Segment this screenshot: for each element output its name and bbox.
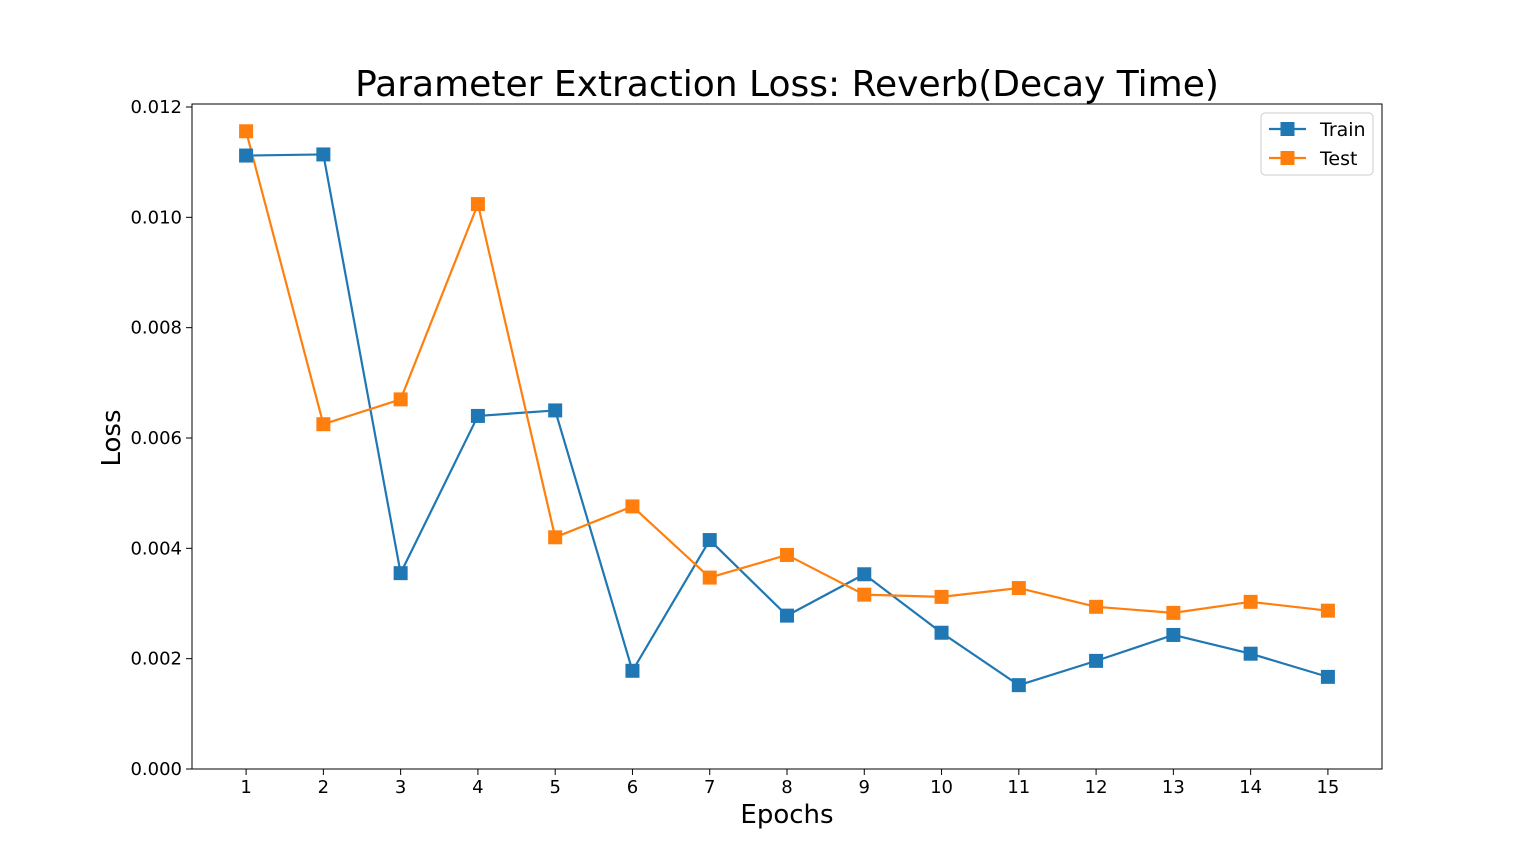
x-tick-label: 1 bbox=[240, 777, 251, 798]
x-tick-label: 7 bbox=[704, 777, 715, 798]
test-point-epoch-3 bbox=[393, 392, 408, 407]
y-axis-label: Loss bbox=[97, 409, 127, 466]
x-tick-label: 3 bbox=[395, 777, 406, 798]
train-legend-label: Train bbox=[1319, 119, 1366, 141]
train-point-epoch-4 bbox=[470, 408, 485, 423]
train-point-epoch-12 bbox=[1089, 653, 1104, 668]
train-point-epoch-9 bbox=[857, 567, 872, 582]
train-series-line bbox=[246, 153, 1329, 687]
x-tick-label: 13 bbox=[1162, 777, 1185, 798]
x-tick-label: 14 bbox=[1239, 777, 1262, 798]
train-point-epoch-5 bbox=[548, 403, 563, 418]
x-tick-label: 11 bbox=[1007, 777, 1030, 798]
test-point-epoch-8 bbox=[780, 547, 794, 562]
test-point-epoch-7 bbox=[702, 570, 717, 585]
y-tick-label: 0.002 bbox=[130, 649, 182, 670]
x-tick-label: 2 bbox=[318, 777, 329, 798]
x-tick-label: 12 bbox=[1085, 777, 1108, 798]
chart-title: Parameter Extraction Loss: Reverb(Decay … bbox=[355, 64, 1219, 105]
x-tick-label: 8 bbox=[781, 777, 792, 798]
x-tick-label: 4 bbox=[472, 777, 483, 798]
x-axis-ticks: 1 2 3 4 5 6 7 8 9 10 11 12 13 14 15 bbox=[240, 769, 1339, 798]
series-markers bbox=[239, 124, 1335, 693]
test-point-epoch-11 bbox=[1011, 581, 1026, 596]
test-point-epoch-15 bbox=[1320, 603, 1335, 618]
series-lines bbox=[245, 130, 1329, 687]
test-point-epoch-14 bbox=[1243, 594, 1258, 609]
test-legend-label: Test bbox=[1319, 148, 1357, 170]
plot-area-frame bbox=[191, 103, 1383, 770]
x-axis-label: Epochs bbox=[740, 800, 833, 830]
x-tick-label: 10 bbox=[930, 777, 953, 798]
train-point-epoch-7 bbox=[702, 533, 717, 548]
train-point-epoch-1 bbox=[239, 148, 254, 163]
test-point-epoch-13 bbox=[1166, 605, 1181, 620]
test-point-epoch-4 bbox=[470, 197, 485, 212]
test-point-epoch-12 bbox=[1089, 599, 1104, 614]
train-point-epoch-10 bbox=[934, 625, 949, 640]
train-point-epoch-14 bbox=[1243, 646, 1258, 661]
y-axis-ticks: 0.000 0.002 0.004 0.006 0.008 0.010 0.012 bbox=[130, 97, 192, 780]
train-point-epoch-13 bbox=[1166, 627, 1181, 642]
test-point-epoch-5 bbox=[548, 530, 563, 545]
y-tick-label: 0.000 bbox=[130, 759, 182, 780]
test-point-epoch-1 bbox=[239, 124, 254, 139]
x-tick-label: 15 bbox=[1316, 777, 1339, 798]
test-point-epoch-9 bbox=[857, 587, 872, 602]
y-tick-label: 0.006 bbox=[130, 428, 182, 449]
y-tick-label: 0.004 bbox=[130, 538, 182, 559]
y-tick-label: 0.010 bbox=[130, 207, 182, 228]
x-tick-label: 5 bbox=[549, 777, 560, 798]
x-tick-label: 9 bbox=[859, 777, 870, 798]
train-point-epoch-2 bbox=[316, 147, 331, 162]
train-point-epoch-11 bbox=[1011, 678, 1026, 693]
train-point-epoch-8 bbox=[780, 608, 794, 623]
y-tick-label: 0.008 bbox=[130, 318, 182, 339]
x-tick-label: 6 bbox=[627, 777, 638, 798]
train-point-epoch-6 bbox=[625, 663, 640, 678]
test-point-epoch-2 bbox=[316, 417, 331, 432]
test-point-epoch-6 bbox=[625, 499, 640, 514]
test-legend-marker bbox=[1280, 151, 1295, 165]
test-series-line bbox=[245, 130, 1329, 614]
train-legend-marker bbox=[1280, 122, 1295, 136]
train-point-epoch-15 bbox=[1320, 669, 1335, 684]
train-point-epoch-3 bbox=[393, 566, 408, 581]
y-tick-label: 0.012 bbox=[130, 97, 182, 118]
test-point-epoch-10 bbox=[934, 589, 949, 604]
legend: Train Test bbox=[1260, 112, 1374, 176]
